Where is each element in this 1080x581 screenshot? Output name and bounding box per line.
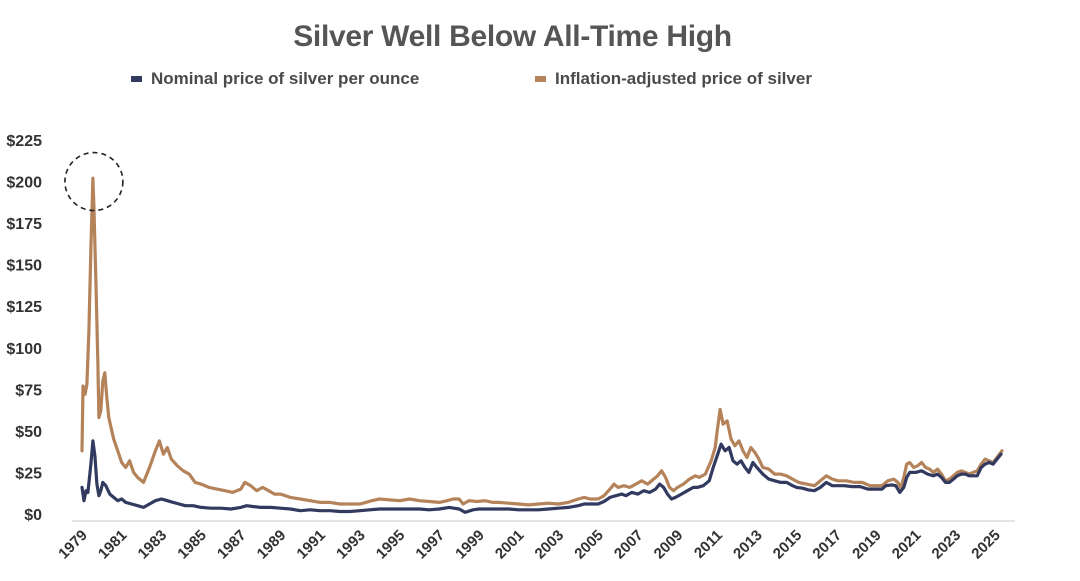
- x-tick-label: 2005: [571, 527, 607, 563]
- x-tick-label: 2019: [849, 527, 885, 563]
- legend-label-nominal: Nominal price of silver per ounce: [151, 69, 420, 88]
- x-tick-label: 2023: [929, 527, 965, 563]
- x-tick-label: 1999: [452, 527, 488, 563]
- x-tick-label: 2013: [730, 527, 766, 563]
- x-tick-label: 1995: [373, 527, 409, 563]
- x-tick-label: 1991: [293, 527, 329, 563]
- y-tick-label: $225: [6, 133, 42, 150]
- x-tick-label: 1987: [214, 527, 250, 563]
- x-tick-label: 2017: [809, 527, 845, 563]
- x-tick-label: 1989: [254, 527, 290, 563]
- series-lines: [80, 176, 1004, 514]
- x-tick-label: 1979: [55, 527, 91, 563]
- y-axis-ticks: $0 $25 $50 $75 $100 $125 $150 $175 $200 $225: [6, 133, 42, 524]
- y-tick-label: $100: [6, 341, 42, 358]
- y-tick-label: $125: [6, 299, 42, 316]
- x-tick-label: 2003: [532, 527, 568, 563]
- x-tick-label: 1983: [135, 527, 171, 563]
- x-tick-label: 2011: [691, 527, 726, 562]
- legend-swatch-inflation-adjusted: [535, 76, 546, 82]
- legend-swatch-nominal: [131, 76, 142, 82]
- x-tick-label: 1997: [412, 527, 448, 563]
- x-tick-label: 2025: [968, 527, 1004, 563]
- x-tick-label: 1985: [174, 527, 210, 563]
- x-tick-label: 1993: [333, 527, 369, 563]
- y-tick-label: $175: [6, 216, 42, 233]
- y-tick-label: $75: [15, 382, 42, 399]
- x-axis-ticks: 1979 1981 1983 1985 1987 1989 1991 1993 1995 1997…: [55, 527, 1004, 563]
- y-tick-label: $150: [6, 258, 42, 275]
- all-time-high-annotation-circle: [64, 151, 124, 212]
- x-tick-label: 2021: [889, 527, 925, 563]
- y-tick-label: $200: [6, 175, 42, 192]
- x-tick-label: 1981: [95, 527, 131, 563]
- x-tick-label: 2001: [492, 527, 528, 563]
- x-tick-label: 2009: [651, 527, 687, 563]
- legend-label-inflation-adjusted: Inflation-adjusted price of silver: [555, 69, 812, 88]
- legend-item-inflation-adjusted: Inflation-adjusted price of silver: [535, 69, 812, 89]
- x-tick-label: 2015: [770, 527, 806, 563]
- y-tick-label: $25: [15, 465, 42, 482]
- chart-title: Silver Well Below All-Time High: [293, 20, 732, 53]
- y-tick-label: $50: [15, 424, 42, 441]
- series-line-inflation-adjusted: [80, 176, 1004, 507]
- series-line-nominal: [80, 439, 1003, 514]
- y-tick-label: $0: [24, 507, 42, 524]
- x-tick-label: 2007: [611, 527, 647, 563]
- legend-item-nominal: Nominal price of silver per ounce: [131, 69, 419, 89]
